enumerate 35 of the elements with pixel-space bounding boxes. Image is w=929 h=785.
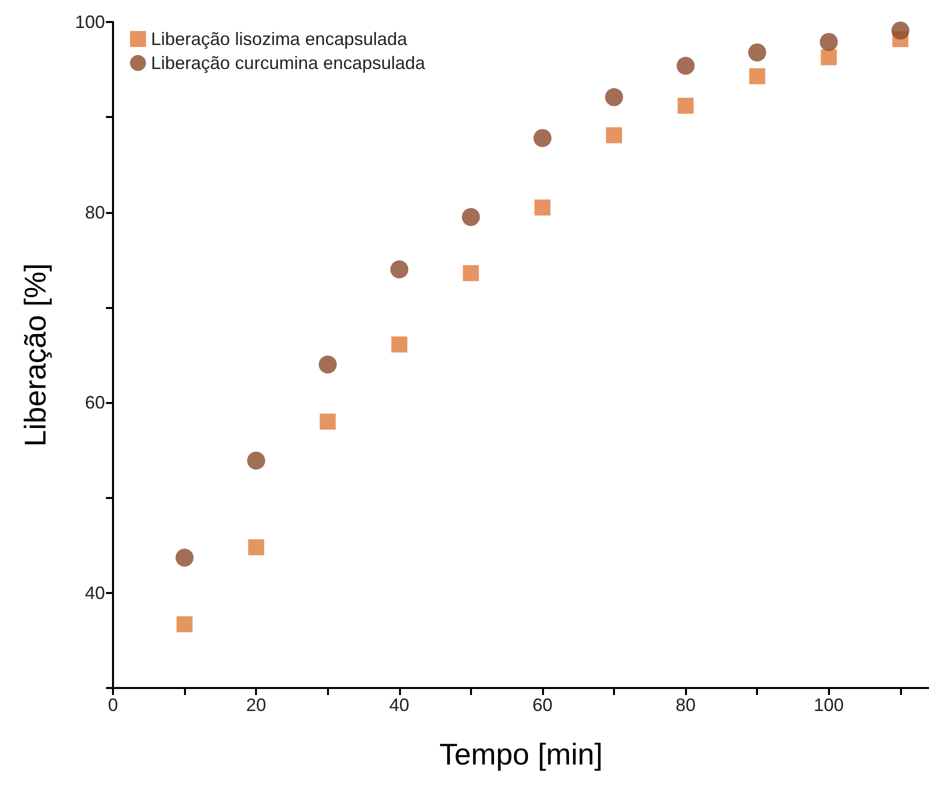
legend-label: Liberação curcumina encapsulada [151,53,426,73]
x-tick-label: 40 [389,695,410,715]
y-tick-label: 100 [74,12,105,32]
y-tick-label: 80 [84,202,105,222]
x-tick-label: 0 [108,695,118,715]
point [605,88,624,106]
point [606,127,622,144]
point [678,98,694,114]
x-tick-label: 60 [532,695,552,715]
x-tick-label: 80 [676,695,696,715]
y-tick-label: 40 [84,582,105,603]
point [534,200,550,216]
point [462,265,479,282]
point [176,548,194,567]
point [676,56,695,75]
x-tick-label: 20 [246,695,266,715]
y-tick-label: 60 [84,392,105,413]
point [247,452,266,470]
point [820,49,837,66]
point [748,43,766,62]
x-axis-title: Tempo [min] [439,738,603,772]
legend-label: Liberação lisozima encapsulada [151,29,408,49]
point [176,616,193,632]
point [320,414,336,430]
x-tick-label: 100 [814,695,844,715]
point [390,260,408,278]
point [891,22,910,40]
point [820,32,838,51]
point [749,68,766,84]
point [462,208,480,226]
point [533,129,552,148]
point [318,356,337,374]
point [391,336,408,353]
point [248,539,264,556]
y-axis-title: Liberação [%] [20,263,52,447]
